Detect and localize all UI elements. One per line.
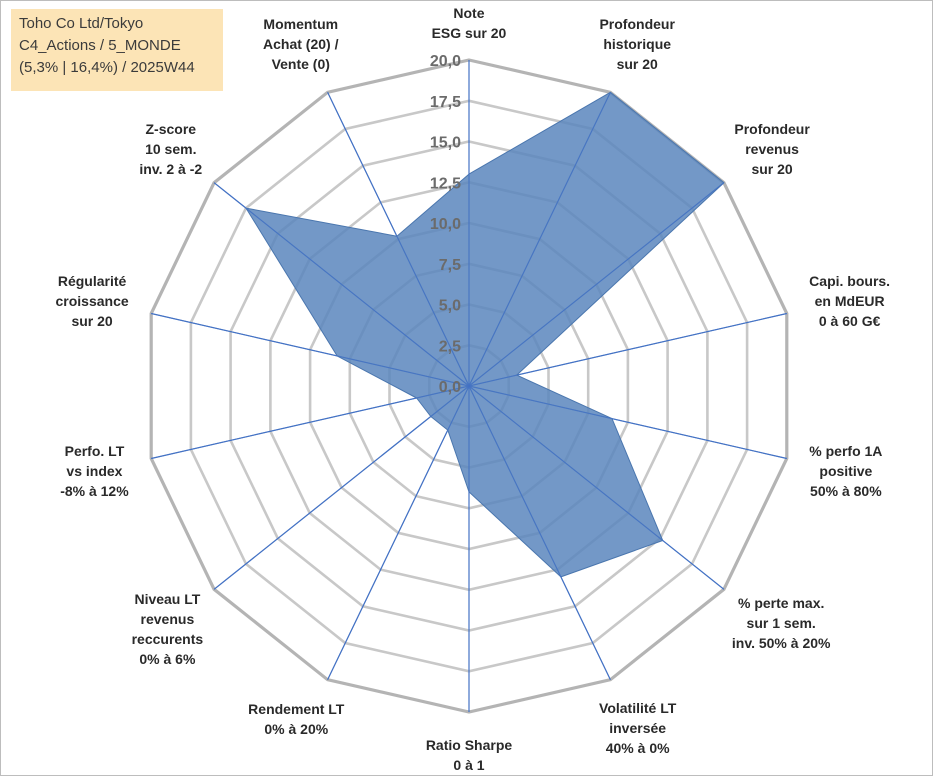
- axis-spoke-overlay: [327, 92, 470, 387]
- axis-label-line: 0 à 60 G€: [818, 313, 881, 330]
- axis-label-line: vs index: [66, 462, 123, 479]
- radial-tick-label: 2,5: [439, 338, 461, 355]
- info-line: Toho Co Ltd/Tokyo: [19, 15, 144, 32]
- radial-tick-label: 0,0: [439, 379, 461, 396]
- axis-label-line: revenus: [140, 611, 195, 628]
- axis-spoke-overlay: [327, 385, 470, 680]
- axis-label: Régularité croissance sur 20: [54, 271, 131, 331]
- axis-label: Volatilité LT inversée 40% à 0%: [597, 698, 678, 758]
- axis-label-line: en MdEUR: [814, 293, 885, 310]
- axis-spoke-overlay: [468, 385, 787, 459]
- axis-label-line: sur 1 sem.: [746, 614, 816, 631]
- radial-tick-label: 20,0: [430, 53, 461, 70]
- axis-label-line: Achat (20) /: [263, 35, 339, 52]
- axis-label-line: Rendement LT: [248, 701, 345, 718]
- axis-label-line: 50% à 80%: [810, 482, 882, 499]
- axis-label-line: Momentum: [263, 15, 339, 32]
- axis-label-line: 0% à 6%: [139, 651, 196, 668]
- radial-tick-label: 5,0: [439, 298, 461, 315]
- axis-label: Rendement LT 0% à 20%: [246, 699, 346, 739]
- axis-spoke-overlay: [468, 385, 725, 590]
- info-line: (5,3% | 16,4%) / 2025W44: [19, 59, 195, 76]
- axis-spoke-overlay: [151, 313, 470, 387]
- axis-label-line: croissance: [55, 293, 129, 310]
- axis-spoke-overlay: [151, 385, 470, 459]
- axis-spoke-overlay: [213, 182, 470, 387]
- axis-label: Z-score 10 sem. inv. 2 à -2: [137, 119, 204, 179]
- radial-tick-label: 12,5: [430, 175, 461, 192]
- axis-label-line: 40% à 0%: [605, 740, 670, 757]
- axis-spoke-overlay: [468, 92, 611, 387]
- axis-label: Momentum Achat (20) / Vente (0): [261, 14, 341, 74]
- axis-label-line: sur 20: [71, 313, 113, 330]
- axis-label-line: sur 20: [616, 55, 658, 72]
- axis-label: Capi. bours. en MdEUR 0 à 60 G€: [807, 271, 892, 331]
- radial-tick-label: 15,0: [430, 135, 461, 152]
- axis-label: % perfo 1A positive 50% à 80%: [807, 441, 884, 501]
- axis-label-line: revenus: [745, 141, 799, 158]
- axis-label-line: Profondeur: [599, 15, 675, 32]
- axis-label-line: inversée: [609, 720, 667, 737]
- axis-label: % perte max. sur 1 sem. inv. 50% à 20%: [730, 593, 833, 653]
- axis-label-line: Ratio Sharpe: [425, 737, 513, 753]
- info-line: C4_Actions / 5_MONDE: [19, 37, 181, 54]
- axis-label: Niveau LT revenus reccurents 0% à 6%: [130, 589, 206, 669]
- radial-tick-labels: 0,0 2,5 5,0 7,5 10,0 12,5 15,0 17,5 20,0: [430, 53, 461, 396]
- axis-label-line: 0 à 1: [453, 757, 485, 773]
- axis-label-line: 0% à 20%: [264, 721, 329, 738]
- axis-label: Note ESG sur 20: [430, 3, 509, 43]
- axis-label-line: inv. 50% à 20%: [731, 634, 831, 651]
- axis-label-line: sur 20: [751, 161, 793, 178]
- radial-tick-label: 10,0: [430, 216, 461, 233]
- axis-label-line: historique: [603, 35, 672, 52]
- data-area: [151, 60, 787, 712]
- axis-label-line: ESG sur 20: [431, 25, 507, 41]
- axis-label-line: -8% à 12%: [60, 482, 129, 499]
- axis-label-line: Profondeur: [734, 121, 810, 138]
- axis-spoke-overlay: [468, 313, 787, 387]
- axis-label-line: % perte max.: [738, 594, 825, 611]
- axis-label-line: positive: [819, 462, 873, 479]
- axis-label-line: Volatilité LT: [599, 700, 677, 717]
- axis-label-line: 10 sem.: [145, 141, 197, 158]
- axis-spoke-overlay: [468, 182, 725, 387]
- axis-label-line: inv. 2 à -2: [139, 161, 203, 178]
- axis-label-line: Régularité: [57, 273, 127, 290]
- axis-label: Ratio Sharpe 0 à 1: [424, 735, 514, 775]
- axis-label-line: reccurents: [131, 631, 204, 648]
- radial-tick-label: 7,5: [439, 257, 461, 274]
- axis-spoke-overlay: [213, 385, 470, 590]
- radial-tick-label: 17,5: [430, 94, 461, 111]
- axis-label-line: Z-score: [145, 121, 197, 138]
- axis-label-line: Vente (0): [271, 55, 330, 72]
- axis-label: Perfo. LT vs index -8% à 12%: [58, 441, 131, 501]
- axis-label-line: % perfo 1A: [809, 442, 883, 459]
- info-box: Toho Co Ltd/Tokyo C4_Actions / 5_MONDE (…: [11, 9, 223, 91]
- axis-label: Profondeur historique sur 20: [598, 14, 677, 74]
- axis-label-line: Perfo. LT: [64, 442, 125, 459]
- axis-label-line: Capi. bours.: [809, 273, 891, 290]
- axis-spoke-overlay: [468, 385, 611, 680]
- axis-label: Profondeur revenus sur 20: [732, 119, 811, 179]
- axis-label-line: Niveau LT: [134, 591, 201, 608]
- axis-label-line: Note: [453, 5, 485, 21]
